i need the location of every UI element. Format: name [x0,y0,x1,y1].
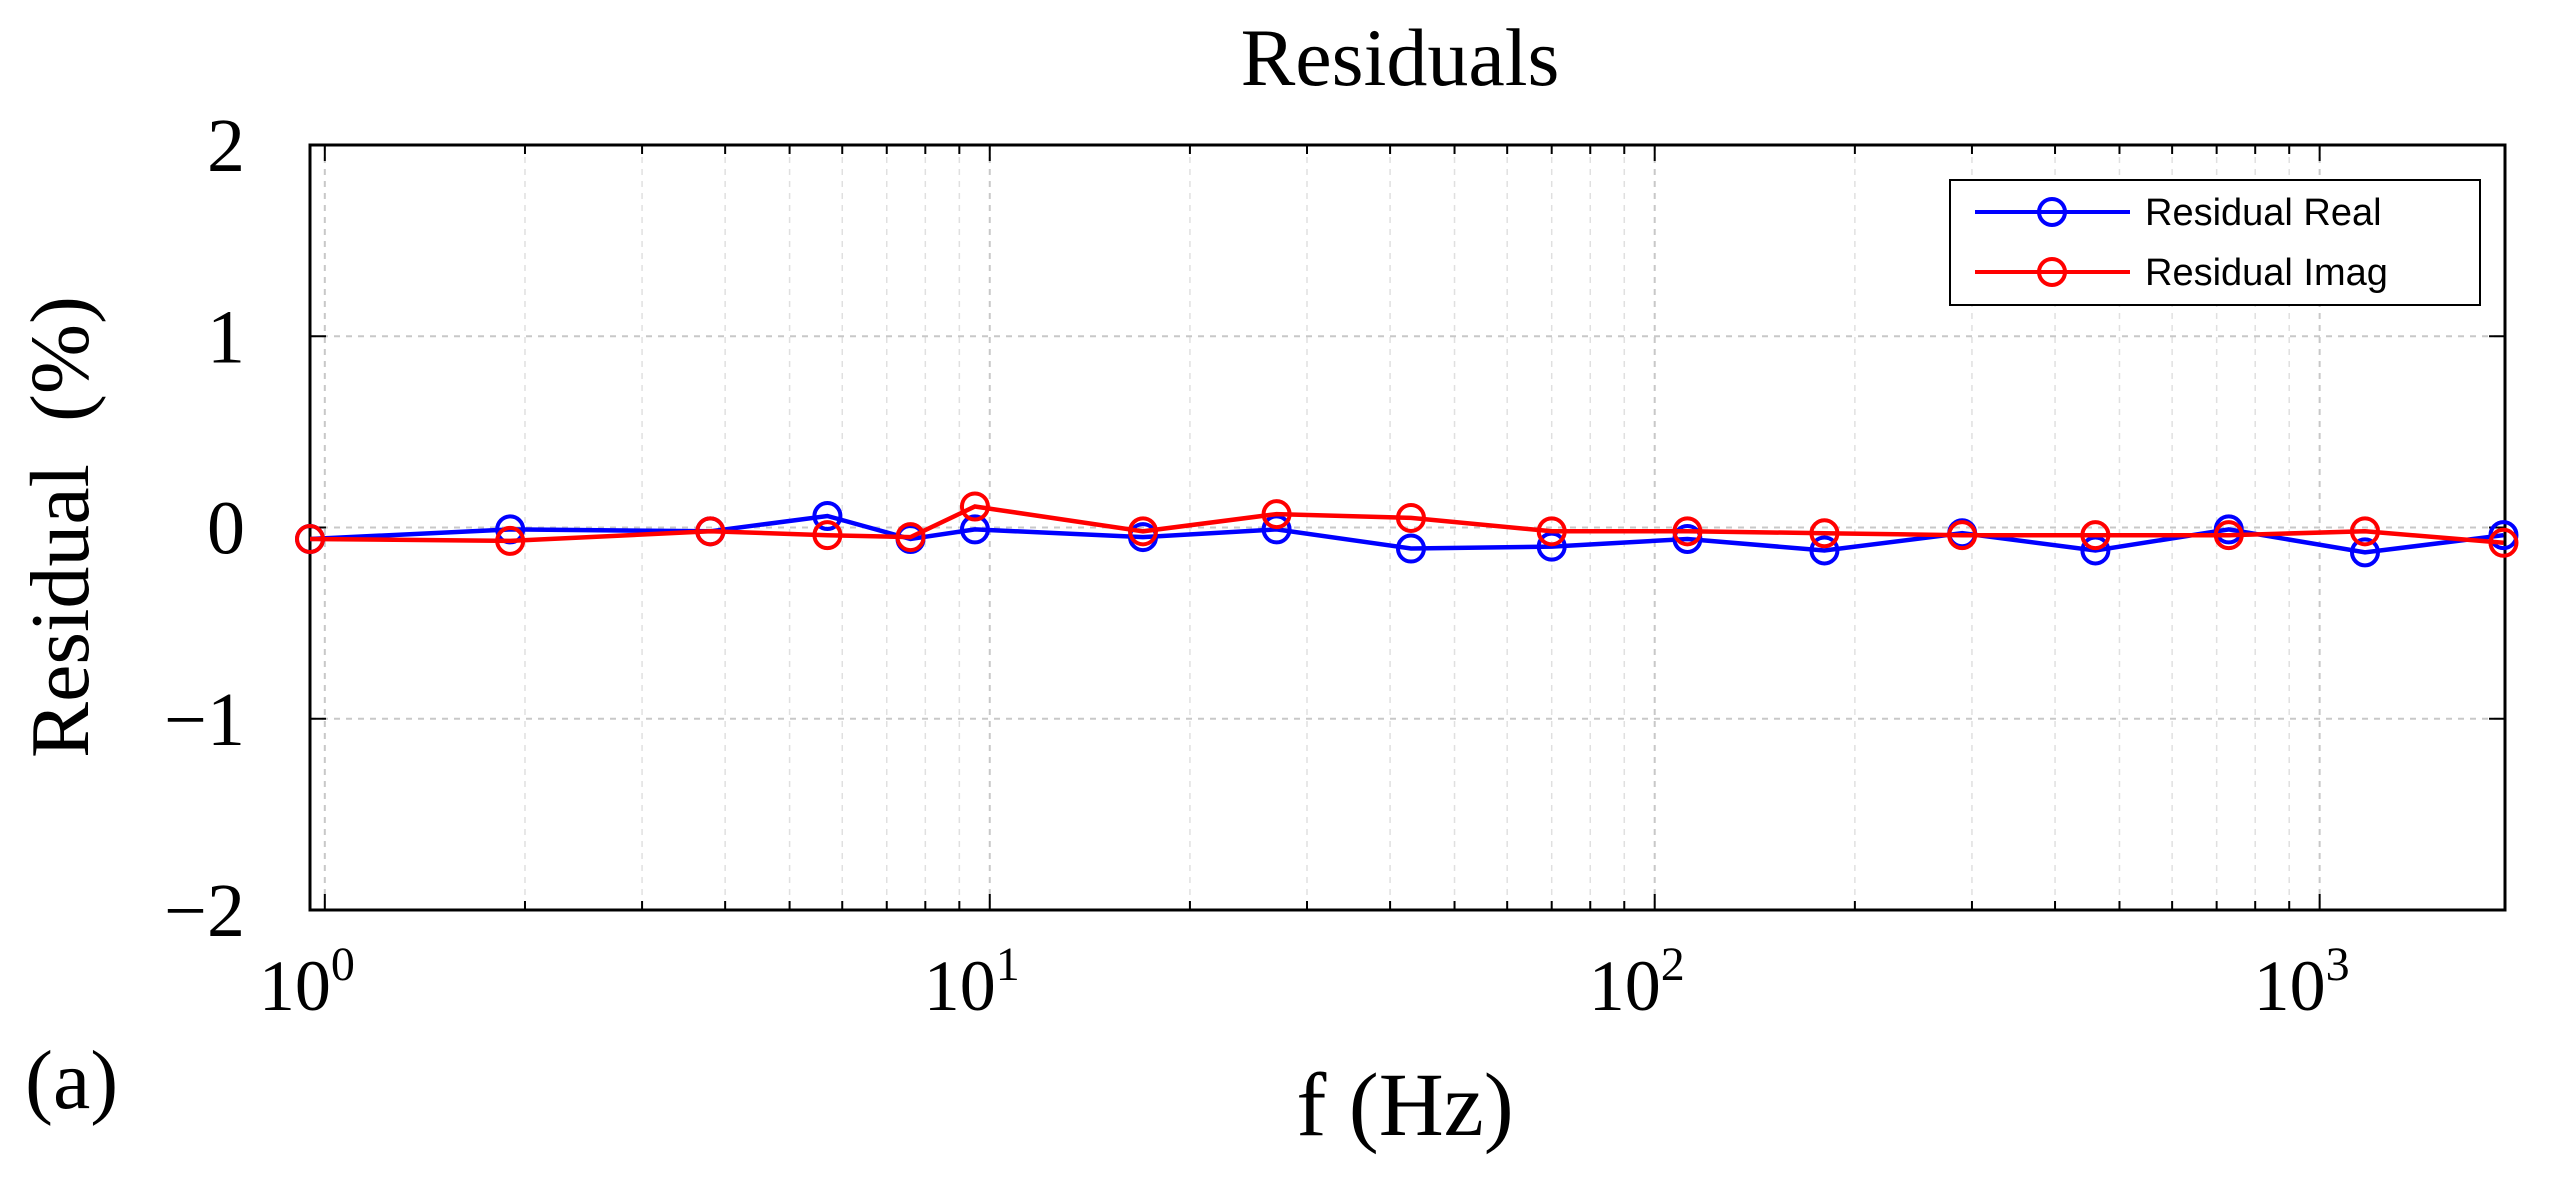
chart-title: Residuals [1241,12,1560,103]
data-point-marker [1536,531,1567,562]
x-tick-label: 102 [1589,938,1685,1026]
legend: Residual Real Residual Imag [1949,179,2481,306]
legend-label-imag: Residual Imag [2145,252,2388,294]
data-point-marker [812,501,843,532]
y-tick-label: 0 [207,487,245,571]
legend-label-real: Residual Real [2145,192,2382,234]
data-point-marker [2213,520,2244,551]
x-axis-label: f (Hz) [1296,1056,1513,1155]
data-point-marker [2349,516,2380,547]
legend-marker-real [2037,197,2067,227]
series-residual-imag [295,491,2519,558]
data-point-marker [895,522,926,553]
y-tick-label: −1 [164,678,245,762]
x-tick-label: 103 [2254,938,2350,1026]
y-tick-label: 1 [207,295,245,379]
data-point-marker [1261,499,1292,530]
legend-box [1949,179,2481,306]
y-axis-label: Residual (%) [14,296,107,758]
legend-marker-imag [2037,257,2067,287]
data-point-marker [1127,516,1158,547]
data-point-marker [812,520,843,551]
data-point-marker [1809,518,1840,549]
data-point-marker [1536,516,1567,547]
data-point-marker [2488,527,2519,558]
series-line [309,513,2504,555]
series-layer [295,491,2519,568]
y-tick-label: 2 [207,104,245,188]
panel-label: (a) [25,1034,118,1127]
data-point-marker [2080,520,2111,551]
x-tick-label: 101 [924,938,1020,1026]
data-point-marker [1672,516,1703,547]
data-point-marker [1395,502,1426,533]
data-point-marker [959,514,990,545]
data-point-marker [495,525,526,556]
y-tick-labels: 2 1 0 −1 −2 [164,104,245,953]
data-point-marker [1395,533,1426,564]
data-point-marker [959,491,990,522]
data-point-marker [1261,514,1292,545]
data-point-marker [1809,535,1840,566]
x-tick-label: 100 [259,938,355,1026]
data-point-marker [2488,520,2519,551]
x-tick-labels: 100 101 102 103 [259,938,2350,1026]
data-point-marker [695,516,726,547]
data-point-marker [2080,535,2111,566]
data-point-marker [1947,520,1978,551]
data-point-marker [2349,537,2380,568]
data-point-marker [1672,523,1703,554]
data-point-marker [295,523,325,554]
series-line [309,504,2504,546]
y-tick-label: −2 [164,869,245,953]
axis-ticks [310,144,2505,911]
